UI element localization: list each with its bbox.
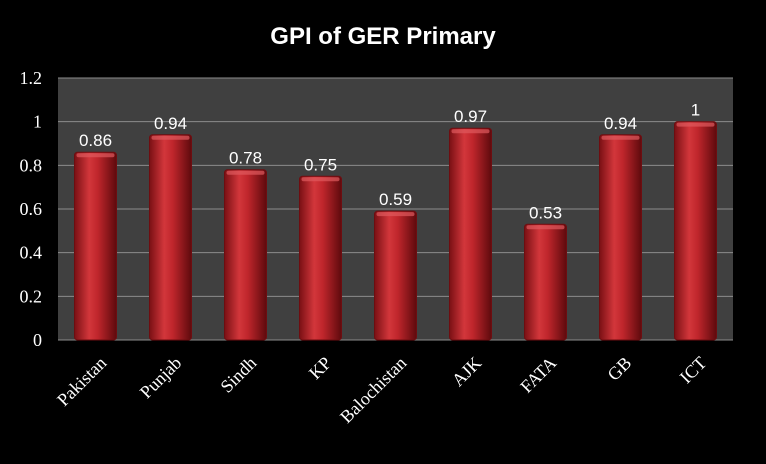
y-tick-label: 0.2 [20, 286, 43, 306]
x-tick-label: AJK [448, 353, 485, 390]
data-label: 0.78 [229, 149, 262, 168]
bars [74, 121, 717, 341]
bar-gb [599, 134, 642, 341]
x-tick-label: Balochistan [336, 353, 410, 427]
bar [674, 121, 717, 341]
y-tick-label: 0 [33, 330, 42, 350]
bar [299, 175, 342, 341]
x-tick-label: Sindh [216, 353, 260, 397]
y-tick-label: 0.4 [20, 243, 43, 263]
bar [224, 169, 267, 341]
bar-top-highlight [601, 135, 640, 140]
y-axis-ticks: 0 0.2 0.4 0.6 0.8 1 1.2 [20, 68, 43, 350]
bar-top-highlight [376, 212, 415, 217]
bar-balochistan [374, 210, 417, 341]
chart-title: GPI of GER Primary [270, 23, 496, 50]
bar-pakistan [74, 151, 117, 341]
data-label: 0.75 [304, 155, 337, 174]
data-labels: 0.86 0.94 0.78 0.75 0.59 0.97 0.53 0.94 1 [79, 101, 700, 223]
bar [449, 127, 492, 341]
x-tick-label: FATA [516, 353, 560, 397]
y-tick-label: 1.2 [20, 68, 43, 88]
bar-top-highlight [76, 153, 115, 158]
bar-fata [524, 223, 567, 341]
data-label: 0.97 [454, 107, 487, 126]
bar [374, 210, 417, 341]
bar [74, 151, 117, 341]
x-tick-label: Pakistan [53, 353, 110, 410]
x-tick-label: GB [603, 353, 635, 385]
y-tick-label: 0.6 [20, 199, 43, 219]
data-label: 0.94 [604, 114, 637, 133]
bar [149, 134, 192, 341]
data-label: 0.86 [79, 131, 112, 150]
y-tick-label: 0.8 [20, 155, 43, 175]
bar-top-highlight [151, 135, 190, 140]
x-tick-label: KP [305, 353, 335, 383]
data-label: 1 [691, 101, 700, 120]
x-tick-label: ICT [676, 353, 711, 388]
bar-ict [674, 121, 717, 341]
bar-top-highlight [226, 170, 265, 175]
bar [524, 223, 567, 341]
y-tick-label: 1 [33, 112, 42, 132]
bar-top-highlight [451, 129, 490, 134]
x-tick-label: Punjab [136, 353, 186, 403]
bar-punjab [149, 134, 192, 341]
x-axis-ticks: Pakistan Punjab Sindh KP Balochistan AJK FATA G… [53, 353, 710, 427]
bar-top-highlight [526, 225, 565, 230]
bar [599, 134, 642, 341]
bar-top-highlight [676, 122, 715, 127]
data-label: 0.59 [379, 190, 412, 209]
bar-sindh [224, 169, 267, 341]
data-label: 0.53 [529, 203, 562, 222]
bar-top-highlight [301, 177, 340, 182]
data-label: 0.94 [154, 114, 187, 133]
bar-ajk [449, 127, 492, 341]
bar-kp [299, 175, 342, 341]
